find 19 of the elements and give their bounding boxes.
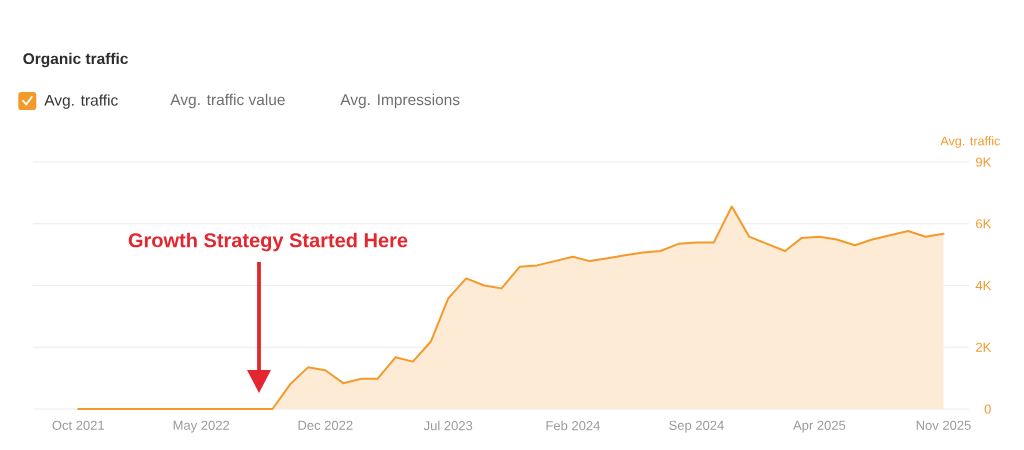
x-tick-label: Jul 2023 [423, 420, 473, 431]
text: Avg. traffic value [170, 93, 285, 109]
x-tick-label: May 2022 [173, 420, 230, 433]
chart-title: Organic traffic [23, 52, 128, 68]
legend-label: Avg. traffic [44, 94, 118, 109]
y-tick-label: 0 [984, 404, 991, 414]
annotation: Growth Strategy Started Here [128, 232, 408, 252]
y-axis-title: Avg. traffic [940, 136, 1001, 148]
x-tick-label: Dec 2022 [298, 420, 353, 430]
y-tick-label: 9K [976, 157, 992, 167]
x-tick-label: Nov 2025 [916, 420, 971, 430]
x-tick-label: Apr 2025 [793, 420, 846, 433]
x-tick-label: Feb 2024 [546, 420, 600, 431]
y-tick-label: 2K [976, 342, 992, 352]
x-tick-label: Oct 2021 [52, 420, 104, 430]
x-tick-label: Sep 2024 [669, 420, 724, 433]
y-tick-label: 4K [975, 281, 992, 290]
y-tick-label: 6K [976, 219, 992, 229]
text: Avg. Impressions [340, 93, 460, 109]
